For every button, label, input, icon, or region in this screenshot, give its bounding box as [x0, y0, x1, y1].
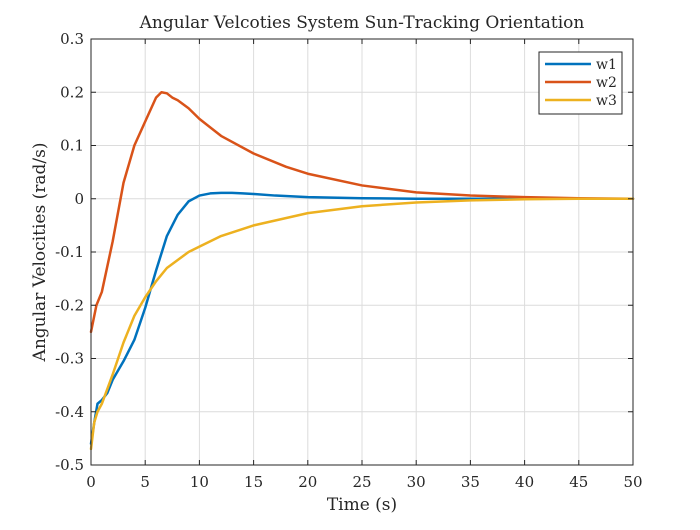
- y-tick-label: -0.2: [55, 296, 84, 314]
- series-line-w2: [89, 91, 635, 334]
- series-lines: [89, 91, 635, 451]
- ticks: [90, 38, 634, 466]
- y-tick-label: -0.3: [55, 350, 84, 368]
- x-tick-label: 40: [515, 473, 534, 491]
- x-tick-label: 35: [461, 473, 480, 491]
- y-tick-label: 0.2: [60, 83, 84, 101]
- x-axis-label: Time (s): [327, 495, 397, 515]
- x-tick-label: 50: [623, 473, 642, 491]
- legend-label-w2: w2: [596, 75, 617, 91]
- x-tick-labels: 0 5 10 15 20 25 30 35 40 45 50: [86, 473, 642, 491]
- x-tick-label: 30: [407, 473, 426, 491]
- x-tick-label: 10: [190, 473, 209, 491]
- series-line-w1: [89, 191, 635, 445]
- y-tick-label: 0.1: [60, 137, 84, 155]
- y-tick-label: 0: [74, 190, 84, 208]
- x-tick-label: 25: [352, 473, 371, 491]
- y-tick-label: -0.5: [55, 456, 84, 474]
- y-axis-label: Angular Velocities (rad/s): [30, 143, 50, 363]
- legend-label-w3: w3: [596, 93, 617, 109]
- y-tick-label: -0.1: [55, 243, 84, 261]
- x-tick-label: 15: [244, 473, 263, 491]
- x-tick-label: 0: [86, 473, 96, 491]
- chart-title: Angular Velcoties System Sun-Tracking Or…: [139, 13, 585, 33]
- y-tick-labels: -0.5 -0.4 -0.3 -0.2 -0.1 0 0.1 0.2 0.3: [55, 30, 84, 474]
- legend-label-w1: w1: [596, 57, 617, 73]
- y-tick-label: 0.3: [60, 30, 84, 48]
- x-tick-label: 20: [298, 473, 317, 491]
- series-line-w3: [89, 197, 635, 451]
- y-tick-label: -0.4: [55, 403, 84, 421]
- x-tick-label: 45: [569, 473, 588, 491]
- x-tick-label: 5: [140, 473, 150, 491]
- legend: w1 w2 w3: [538, 51, 623, 115]
